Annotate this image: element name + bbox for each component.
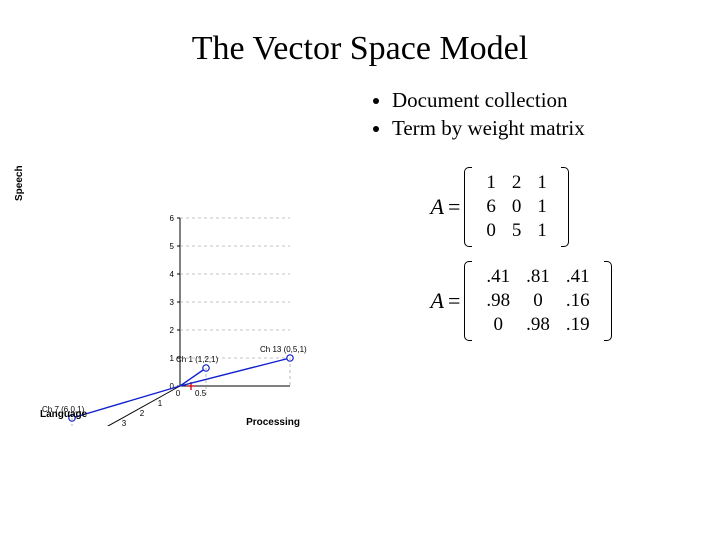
matrix-cell: .98: [478, 289, 518, 313]
page-title: The Vector Space Model: [0, 0, 720, 86]
svg-text:4: 4: [170, 270, 175, 279]
matrix-cell: 0: [478, 313, 518, 337]
matrix-cell: .41: [478, 265, 518, 289]
axis-label-language: Language: [40, 409, 87, 420]
content-row: 01234560.5012345Ch 7 (6,0,1)Ch 13 (0,5,1…: [0, 86, 720, 426]
bracket-left: [464, 261, 472, 341]
matrix: A=.41.81.41.980.160.98.19: [420, 261, 690, 341]
matrix-cell: .81: [518, 265, 558, 289]
bracket-left: [464, 167, 472, 247]
matrix-block: A=121601051A=.41.81.41.980.160.98.19: [420, 167, 690, 341]
matrix-cell: 0: [504, 195, 530, 219]
equals-sign: =: [444, 194, 464, 220]
matrix-cell: 6: [478, 195, 504, 219]
bullet-item: Document collection: [392, 86, 690, 114]
chart-column: 01234560.5012345Ch 7 (6,0,1)Ch 13 (0,5,1…: [30, 86, 350, 426]
svg-text:Ch 1 (1,2,1): Ch 1 (1,2,1): [176, 355, 219, 364]
bracket-right: [604, 261, 612, 341]
matrix-cell: .41: [558, 265, 598, 289]
svg-text:5: 5: [170, 242, 175, 251]
svg-text:6: 6: [170, 214, 175, 223]
svg-text:1: 1: [158, 399, 163, 408]
svg-text:2: 2: [140, 409, 145, 418]
svg-text:1: 1: [170, 354, 175, 363]
matrix-cell: 1: [478, 171, 504, 195]
matrix-lhs: A: [420, 194, 444, 220]
matrix-cell: 0: [478, 219, 504, 243]
svg-text:3: 3: [122, 419, 127, 426]
matrix-grid: .41.81.41.980.160.98.19: [472, 261, 603, 341]
matrix-cell: .98: [518, 313, 558, 337]
axis-label-processing: Processing: [246, 417, 300, 428]
text-column: Document collectionTerm by weight matrix…: [350, 86, 690, 426]
chart-svg: 01234560.5012345Ch 7 (6,0,1)Ch 13 (0,5,1…: [30, 86, 330, 426]
matrix-cell: 1: [529, 171, 555, 195]
matrix-cell: 5: [504, 219, 530, 243]
bracket-right: [561, 167, 569, 247]
matrix-cell: .16: [558, 289, 598, 313]
axis-label-speech: Speech: [14, 165, 25, 201]
matrix-lhs: A: [420, 288, 444, 314]
svg-text:Ch 13 (0,5,1): Ch 13 (0,5,1): [260, 345, 307, 354]
svg-text:2: 2: [170, 326, 175, 335]
equals-sign: =: [444, 288, 464, 314]
matrix-cell: 0: [518, 289, 558, 313]
matrix-grid: 121601051: [472, 167, 561, 247]
svg-text:3: 3: [170, 298, 175, 307]
matrix: A=121601051: [420, 167, 690, 247]
bullet-item: Term by weight matrix: [392, 114, 690, 142]
matrix-cell: 1: [529, 195, 555, 219]
bullet-list: Document collectionTerm by weight matrix: [392, 86, 690, 143]
svg-text:0: 0: [176, 389, 181, 398]
matrix-cell: 2: [504, 171, 530, 195]
matrix-cell: .19: [558, 313, 598, 337]
matrix-cell: 1: [529, 219, 555, 243]
chart-3d: 01234560.5012345Ch 7 (6,0,1)Ch 13 (0,5,1…: [30, 86, 330, 426]
svg-text:0.5: 0.5: [195, 389, 207, 398]
